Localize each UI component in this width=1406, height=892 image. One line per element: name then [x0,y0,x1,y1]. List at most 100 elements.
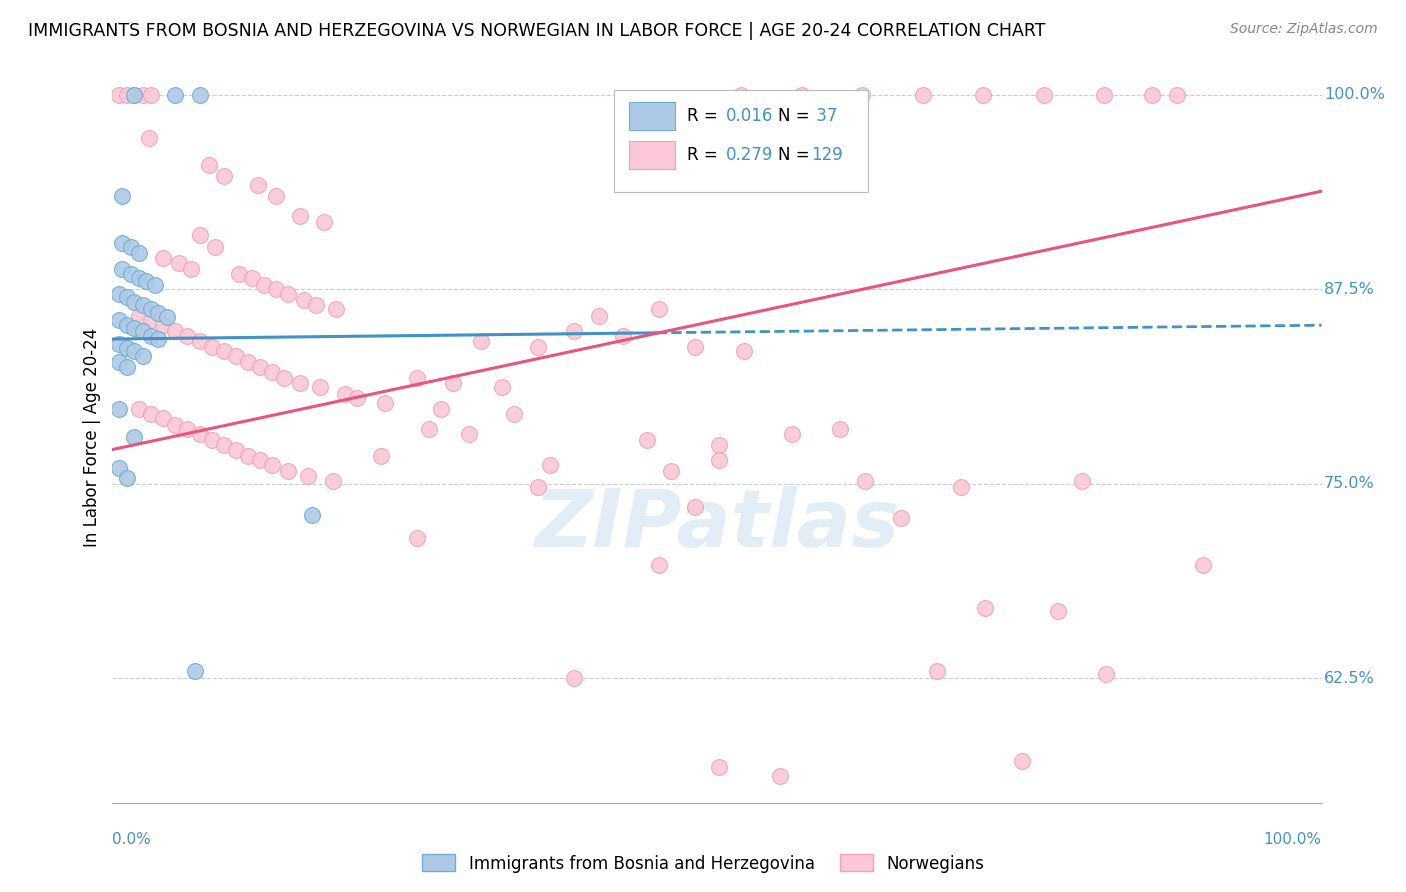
Point [312,215,335,229]
Point [148,332,170,346]
Point [780,427,803,442]
Point [288,376,311,390]
Point [612,329,634,343]
Point [659,464,682,478]
Point [1011,754,1033,768]
Text: N =: N = [778,107,814,125]
Point [685,500,707,515]
Point [115,290,138,304]
Point [277,286,299,301]
Point [262,365,284,379]
Point [115,87,138,102]
Point [253,277,276,292]
Point [188,227,211,242]
Point [246,178,269,192]
Point [304,298,326,312]
Point [128,246,150,260]
Point [730,87,752,102]
Point [228,267,250,281]
Point [527,340,550,354]
Point [262,458,284,472]
Point [188,87,211,102]
Point [212,438,235,452]
Point [152,411,174,425]
Point [853,474,876,488]
Point [950,480,973,494]
Point [204,240,226,254]
Point [370,449,392,463]
Point [115,342,138,356]
Point [236,355,259,369]
Point [911,87,934,102]
Point [733,344,755,359]
Point [141,329,163,343]
Point [107,461,129,475]
Point [141,313,163,327]
Point [406,531,429,545]
Point [148,305,170,319]
Point [406,371,429,385]
Point [165,324,187,338]
Point [132,87,155,102]
Point [346,391,368,405]
Point [636,433,658,447]
Point [322,474,344,488]
Point [470,334,492,348]
Point [1095,666,1118,681]
Point [851,87,873,102]
Point [1192,558,1215,572]
Point [443,376,465,390]
Point [292,293,315,307]
Point [188,334,211,348]
Point [830,422,852,436]
Point [132,324,155,338]
Text: Source: ZipAtlas.com: Source: ZipAtlas.com [1230,22,1378,37]
Point [564,324,586,338]
Point [152,251,174,265]
Point [111,235,134,250]
Point [111,262,134,277]
Point [201,433,224,447]
Point [107,286,129,301]
Point [115,318,138,332]
Point [709,438,731,452]
Point [176,329,198,343]
Text: 87.5%: 87.5% [1324,282,1375,297]
Text: 129: 129 [811,146,844,164]
Point [107,402,129,417]
Text: 0.279: 0.279 [725,146,773,164]
Point [120,240,142,254]
Point [128,402,150,417]
Point [115,359,138,374]
Point [198,158,221,172]
Point [288,209,311,223]
Point [297,469,319,483]
Point [527,480,550,494]
Point [165,417,187,432]
Point [374,396,396,410]
Point [333,386,356,401]
Point [648,558,671,572]
Point [201,340,224,354]
Point [418,422,440,436]
Point [1032,87,1054,102]
Point [111,189,134,203]
Point [1047,604,1070,618]
FancyBboxPatch shape [628,141,675,169]
Point [176,422,198,436]
Point [122,87,145,102]
Point [972,87,994,102]
Point [132,298,155,312]
Point [122,430,145,444]
Text: 0.016: 0.016 [725,107,773,125]
Point [212,344,235,359]
Point [115,470,138,484]
Point [264,189,287,203]
Point [122,87,145,102]
Point [236,449,259,463]
Point [138,131,160,145]
FancyBboxPatch shape [628,102,675,130]
Point [1142,87,1164,102]
Point [325,302,347,317]
Point [458,427,481,442]
